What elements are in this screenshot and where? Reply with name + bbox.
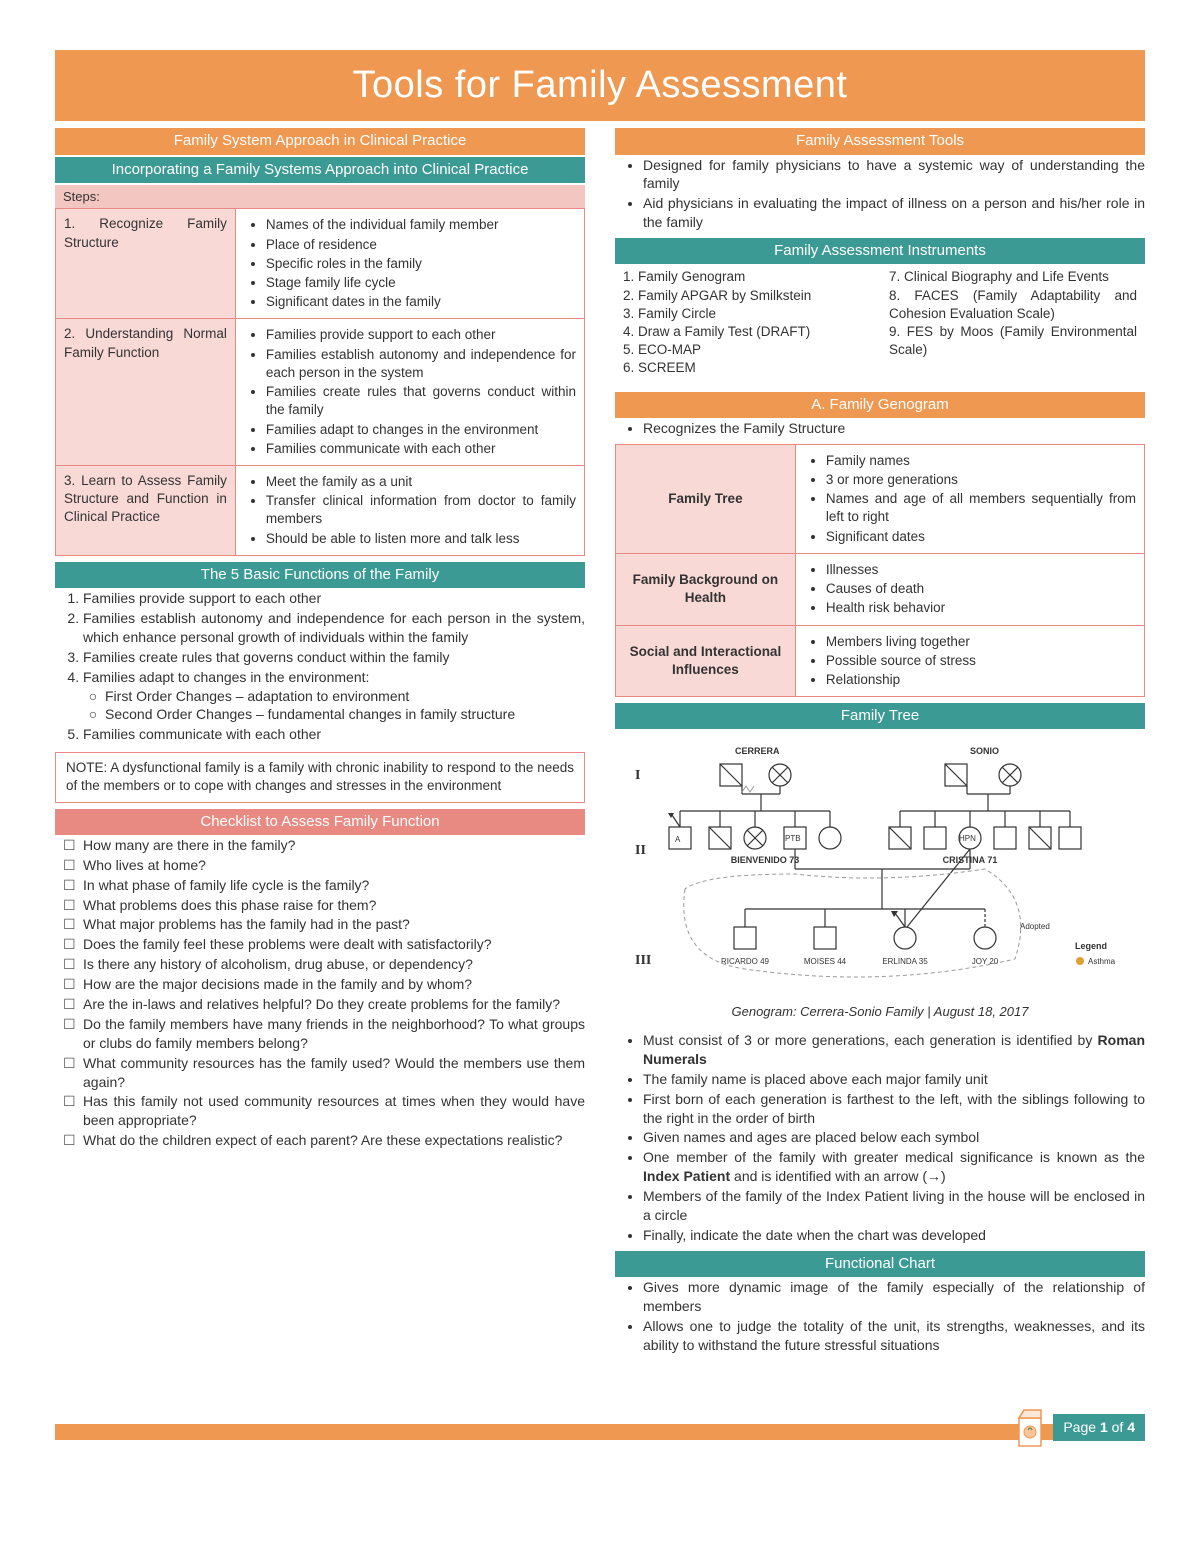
page-number-badge: Page 1 of 4 bbox=[1053, 1414, 1145, 1441]
left-column: Family System Approach in Clinical Pract… bbox=[55, 126, 585, 1355]
genogram-diagram: .ln { stroke:#333; stroke-width:1.2; fil… bbox=[625, 739, 1135, 999]
svg-text:II: II bbox=[635, 843, 646, 858]
five-func-list: Families provide support to each other F… bbox=[55, 589, 585, 744]
main-title: Tools for Family Assessment bbox=[55, 50, 1145, 121]
instruments-title: Family Assessment Instruments bbox=[615, 238, 1145, 264]
svg-text:ERLINDA 35: ERLINDA 35 bbox=[882, 957, 928, 966]
svg-text:CERRERA: CERRERA bbox=[735, 746, 780, 756]
five-func-title: The 5 Basic Functions of the Family bbox=[55, 562, 585, 588]
func-chart-title: Functional Chart bbox=[615, 1251, 1145, 1277]
step-3-label: 3. Learn to Assess Family Structure and … bbox=[56, 465, 236, 555]
instruments-list: 1. Family Genogram 2. Family APGAR by Sm… bbox=[615, 264, 1145, 385]
step-2-label: 2. Understanding Normal Family Function bbox=[56, 319, 236, 466]
svg-text:I: I bbox=[635, 768, 640, 783]
svg-text:III: III bbox=[635, 953, 651, 968]
checklist-title: Checklist to Assess Family Function bbox=[55, 809, 585, 835]
tree-title: Family Tree bbox=[615, 703, 1145, 729]
svg-text:Asthma: Asthma bbox=[1088, 957, 1116, 966]
svg-text:Legend: Legend bbox=[1075, 941, 1107, 951]
genogram-caption: Genogram: Cerrera-Sonio Family | August … bbox=[615, 1003, 1145, 1021]
right-h1: Family Assessment Tools bbox=[615, 128, 1145, 154]
step-1-label: 1. Recognize Family Structure bbox=[56, 209, 236, 319]
geno-table: Family Tree Family names 3 or more gener… bbox=[615, 444, 1145, 697]
right-column: Family Assessment Tools Designed for fam… bbox=[615, 126, 1145, 1355]
svg-text:PTB: PTB bbox=[785, 834, 801, 843]
tree-bullets: Must consist of 3 or more generations, e… bbox=[615, 1031, 1145, 1245]
footer: Page 1 of 4 bbox=[0, 1406, 1200, 1456]
steps-table: 1. Recognize Family Structure Names of t… bbox=[55, 208, 585, 556]
func-chart-list: Gives more dynamic image of the family e… bbox=[615, 1278, 1145, 1355]
geno-title: A. Family Genogram bbox=[615, 392, 1145, 418]
svg-text:HPN: HPN bbox=[959, 834, 976, 843]
milk-carton-icon bbox=[1013, 1406, 1047, 1450]
note-box: NOTE: A dysfunctional family is a family… bbox=[55, 752, 585, 802]
checklist: How many are there in the family? Who li… bbox=[55, 836, 585, 1150]
svg-text:CRISTINA 71: CRISTINA 71 bbox=[943, 855, 998, 865]
svg-text:BIENVENIDO 73: BIENVENIDO 73 bbox=[731, 855, 800, 865]
svg-text:A: A bbox=[675, 835, 681, 844]
svg-text:RICARDO 49: RICARDO 49 bbox=[721, 957, 770, 966]
left-h1: Family System Approach in Clinical Pract… bbox=[55, 128, 585, 154]
svg-text:SONIO: SONIO bbox=[970, 746, 999, 756]
step-2-items: Families provide support to each other F… bbox=[244, 326, 576, 458]
svg-text:Adopted: Adopted bbox=[1020, 922, 1050, 931]
step-1-items: Names of the individual family member Pl… bbox=[244, 216, 576, 311]
svg-text:JOY 20: JOY 20 bbox=[972, 957, 999, 966]
step-3-items: Meet the family as a unit Transfer clini… bbox=[244, 473, 576, 548]
geno-intro: Recognizes the Family Structure bbox=[615, 419, 1145, 438]
right-intro: Designed for family physicians to have a… bbox=[615, 156, 1145, 233]
steps-label: Steps: bbox=[55, 185, 585, 209]
left-h2: Incorporating a Family Systems Approach … bbox=[55, 157, 585, 183]
svg-text:MOISES 44: MOISES 44 bbox=[804, 957, 847, 966]
